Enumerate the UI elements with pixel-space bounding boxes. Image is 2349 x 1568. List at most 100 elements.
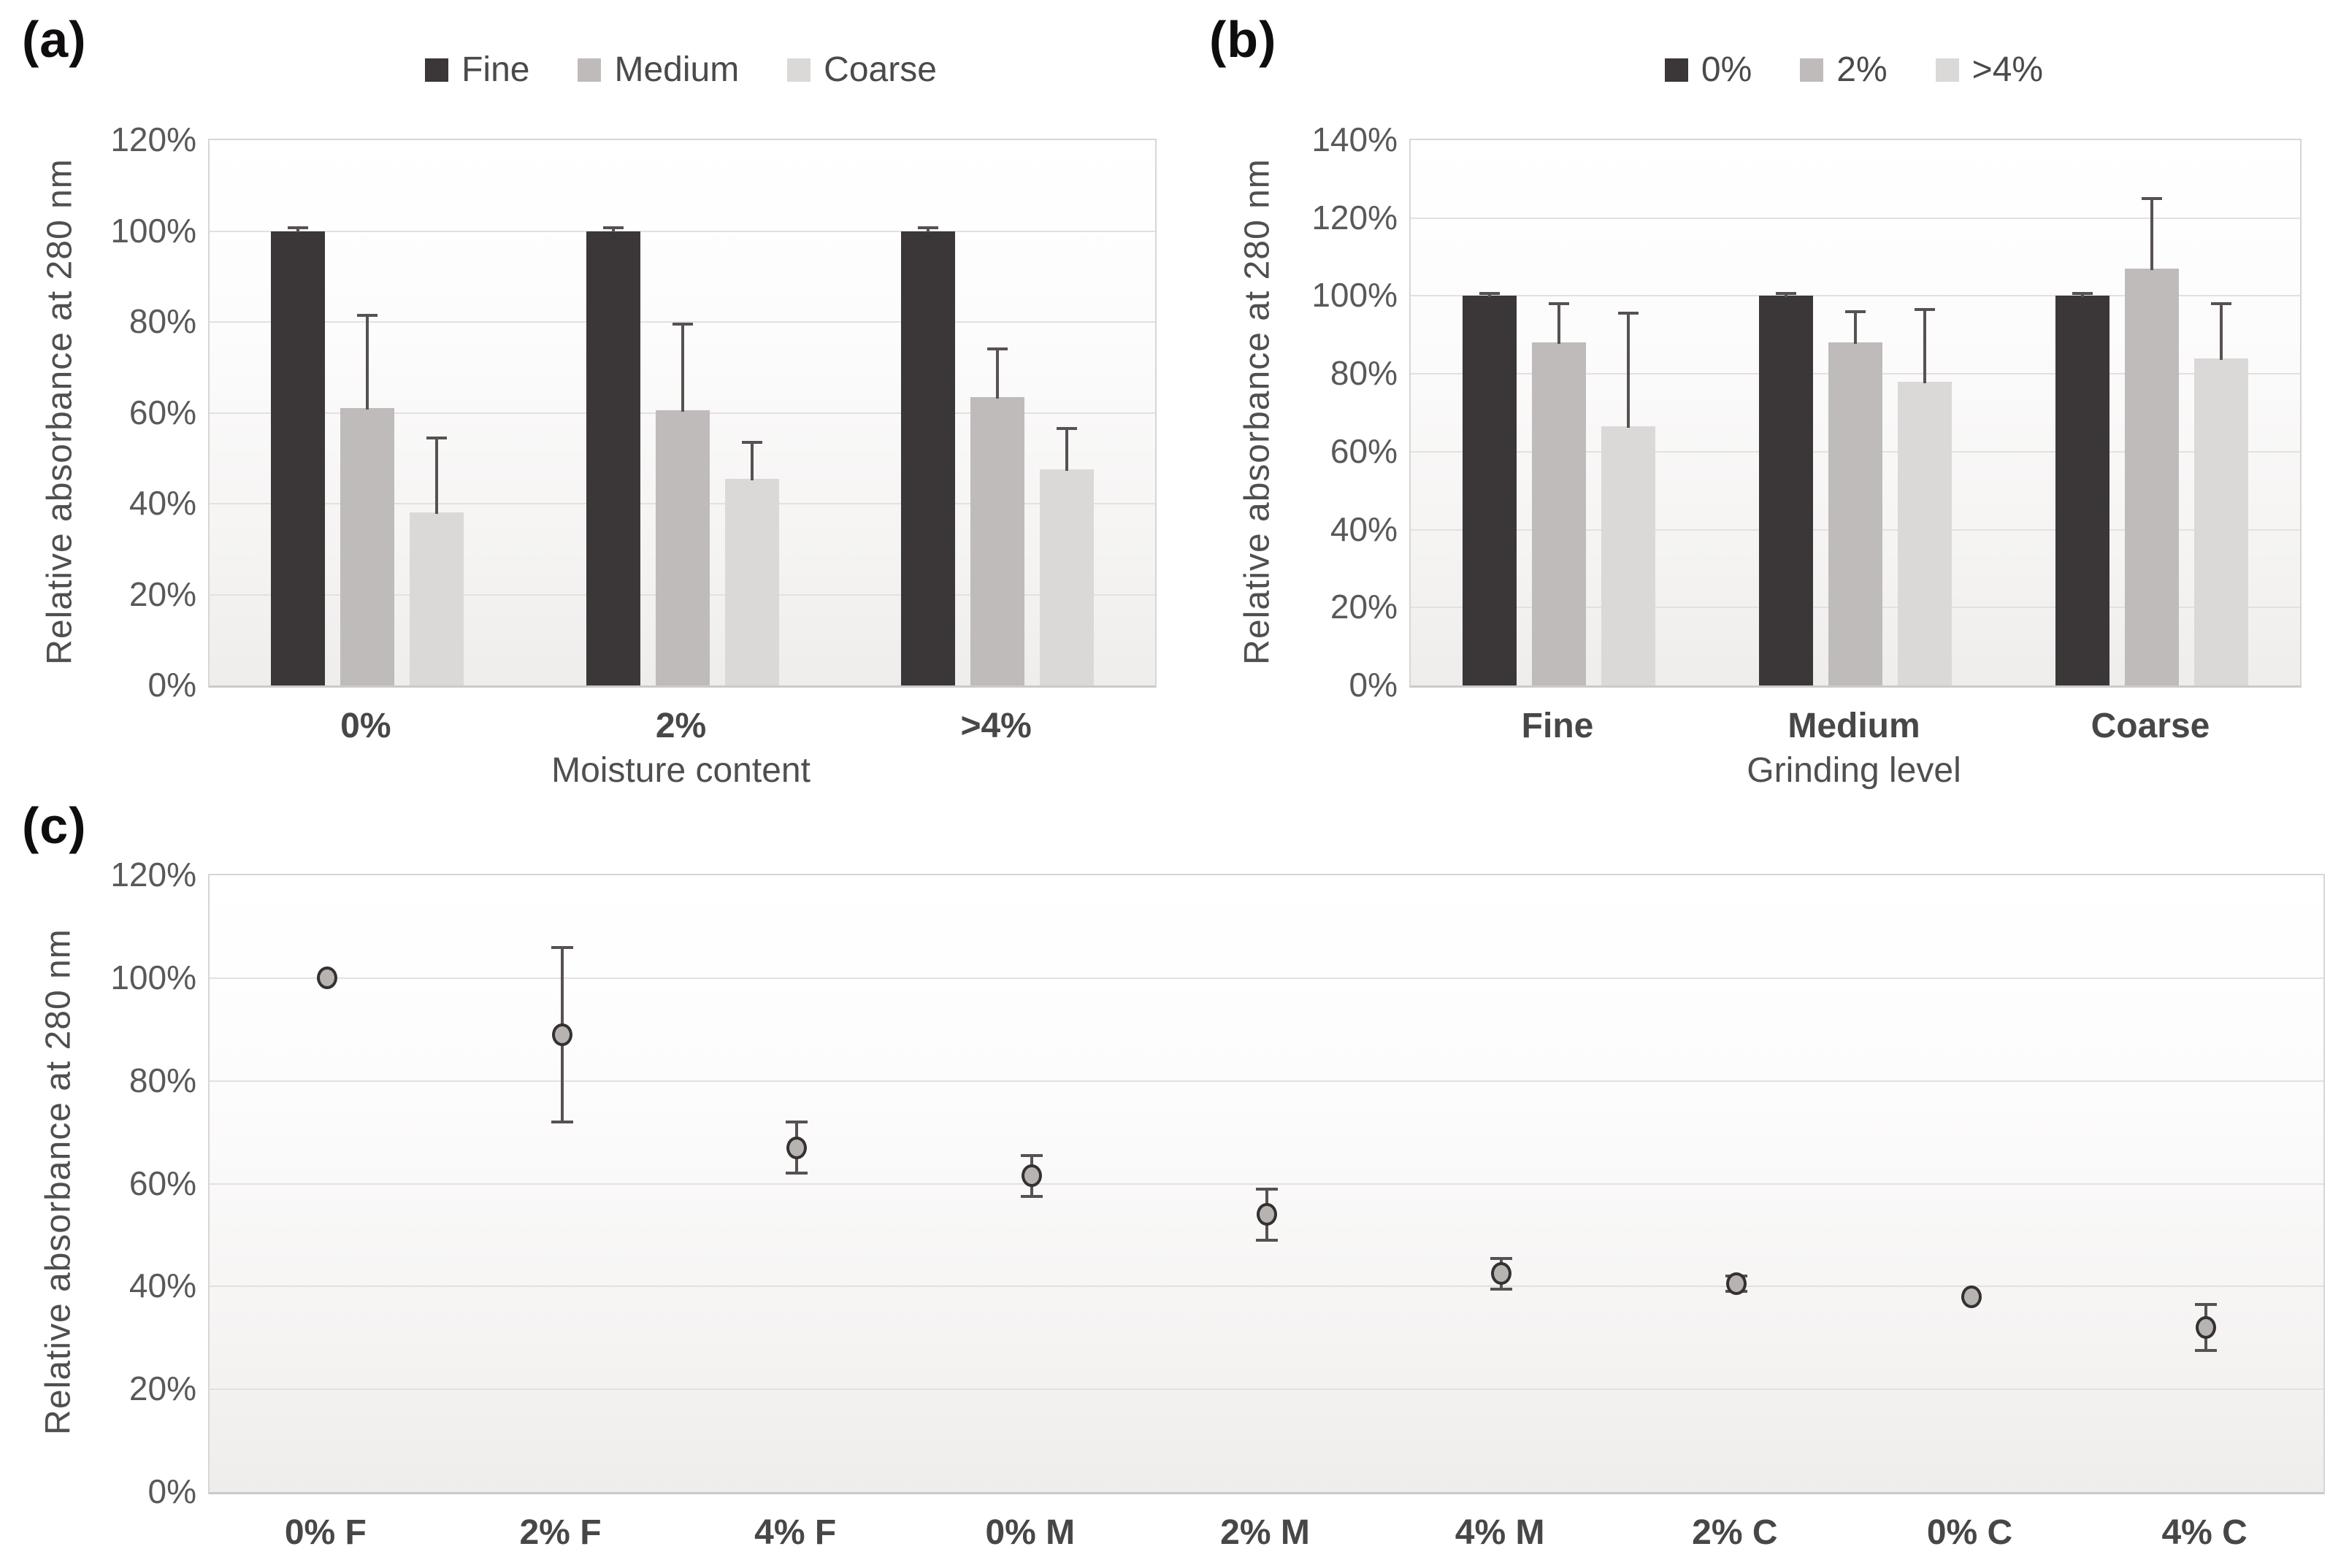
- y-tick-label-120: 120%: [1311, 198, 1398, 237]
- error-bar: [1557, 304, 1560, 345]
- error-bar-cap: [1845, 310, 1866, 313]
- legend-label: >4%: [1971, 50, 2044, 89]
- x-tick-label-0f: 0% F: [284, 1513, 367, 1552]
- legend-label: Coarse: [824, 50, 937, 89]
- error-bar: [2150, 199, 2153, 271]
- gridline-80: [210, 321, 1155, 323]
- panel-c: (c) Relative absorbance at 280 nm 0% 20% 4…: [0, 792, 2349, 1568]
- x-tick-label-2: 2%: [655, 707, 707, 745]
- error-bar-cap: [1915, 308, 1935, 312]
- gridline-120: [1411, 217, 2300, 219]
- error-bar-cap: [551, 945, 573, 949]
- error-bar-cap: [1490, 1256, 1513, 1260]
- legend-b: 0% 2% >4%: [1409, 50, 2299, 90]
- scatter-point-4c: [2196, 1316, 2217, 1340]
- x-tick-label-0: 0%: [340, 707, 391, 745]
- bar-0-fine: [1463, 296, 1517, 685]
- y-tick-label-100: 100%: [110, 958, 196, 996]
- bar-0-coarse: [2055, 296, 2109, 685]
- error-bar-cap: [602, 226, 624, 229]
- legend-swatch-icon: [1935, 58, 1959, 82]
- y-tick-label-0: 0%: [1349, 666, 1398, 704]
- error-bar-cap: [2195, 1349, 2218, 1353]
- error-bar: [1627, 313, 1630, 428]
- y-tick-label-20: 20%: [1330, 588, 1398, 626]
- scatter-point-0f: [316, 966, 337, 990]
- bar-medium-4: [970, 396, 1025, 685]
- error-bar-cap: [426, 436, 447, 439]
- legend-swatch-icon: [1800, 58, 1824, 82]
- error-bar-cap: [2195, 1302, 2218, 1306]
- error-bar: [1923, 310, 1926, 383]
- gridline-60: [210, 1183, 2323, 1185]
- error-bar-cap: [1255, 1187, 1278, 1191]
- legend-item-coarse: Coarse: [787, 50, 937, 90]
- legend-a: Fine Medium Coarse: [208, 50, 1154, 90]
- error-bar-cap: [1479, 291, 1500, 295]
- legend-label: 0%: [1701, 50, 1752, 89]
- error-bar-cap: [1490, 1287, 1513, 1291]
- gridline-100: [210, 977, 2323, 979]
- y-tick-label-100: 100%: [1311, 276, 1398, 315]
- legend-label: Medium: [614, 50, 740, 89]
- panel-c-label: (c): [22, 797, 87, 854]
- error-bar-cap: [287, 226, 308, 229]
- y-tick-label-60: 60%: [1330, 431, 1398, 470]
- scatter-point-2c: [1725, 1272, 1747, 1296]
- x-tick-label-4f: 4% F: [754, 1513, 837, 1552]
- x-axis-title-a: Moisture content: [551, 751, 811, 790]
- bar-coarse-0: [409, 512, 464, 685]
- x-tick-label-fine: Fine: [1521, 707, 1594, 745]
- error-bar-cap: [741, 440, 762, 444]
- error-bar-cap: [987, 347, 1008, 351]
- bar-4-fine: [1601, 426, 1655, 685]
- y-tick-label-0: 0%: [147, 1472, 196, 1510]
- scatter-point-0c: [1961, 1285, 1982, 1308]
- x-tick-label-medium: Medium: [1787, 707, 1920, 745]
- y-tick-label-100: 100%: [110, 211, 196, 250]
- error-bar-cap: [2072, 291, 2093, 295]
- error-bar-cap: [2142, 197, 2162, 201]
- scatter-point-4m: [1491, 1262, 1512, 1285]
- error-bar: [681, 324, 684, 412]
- bar-fine-4: [901, 231, 956, 685]
- error-bar: [2220, 304, 2223, 360]
- plot-area-a: [208, 139, 1157, 688]
- y-tick-label-120: 120%: [110, 856, 196, 893]
- scatter-point-2m: [1256, 1203, 1277, 1226]
- gridline-80: [210, 1080, 2323, 1082]
- error-bar: [611, 227, 615, 233]
- legend-label: 2%: [1836, 50, 1888, 89]
- bar-4-coarse: [2194, 358, 2248, 685]
- error-bar: [296, 227, 299, 233]
- plot-area-b: [1409, 139, 2302, 688]
- error-bar: [2081, 293, 2084, 298]
- y-tick-label-40: 40%: [129, 1267, 196, 1305]
- gridline-100: [1411, 295, 2300, 297]
- y-tick-label-120: 120%: [110, 120, 196, 158]
- legend-item-2: 2%: [1800, 50, 1888, 90]
- error-bar: [750, 442, 754, 480]
- error-bar: [434, 437, 438, 515]
- bar-0-medium: [1759, 296, 1813, 685]
- error-bar-cap: [1255, 1238, 1278, 1242]
- panel-b: (b) 0% 2% >4% Relative absorbance at 280 n…: [1174, 0, 2349, 792]
- error-bar-cap: [1020, 1153, 1043, 1157]
- error-bar: [1854, 311, 1857, 345]
- scatter-point-4f: [786, 1136, 808, 1159]
- legend-label: Fine: [461, 50, 530, 89]
- x-tick-label-4m: 4% M: [1455, 1513, 1545, 1552]
- gridline-100: [210, 230, 1155, 232]
- x-tick-label-2f: 2% F: [519, 1513, 602, 1552]
- bar-4-medium: [1898, 381, 1952, 685]
- bar-fine-2: [586, 231, 640, 685]
- bar-fine-0: [270, 231, 325, 685]
- legend-swatch-icon: [425, 58, 449, 82]
- gridline-20: [210, 1388, 2323, 1391]
- gridline-40: [210, 1285, 2323, 1288]
- y-tick-label-0: 0%: [147, 666, 196, 704]
- y-tick-label-80: 80%: [129, 1061, 196, 1099]
- error-bar-cap: [356, 313, 378, 317]
- panel-a: (a) Fine Medium Coarse Relative absorbance…: [0, 0, 1174, 792]
- y-tick-label-60: 60%: [129, 1164, 196, 1202]
